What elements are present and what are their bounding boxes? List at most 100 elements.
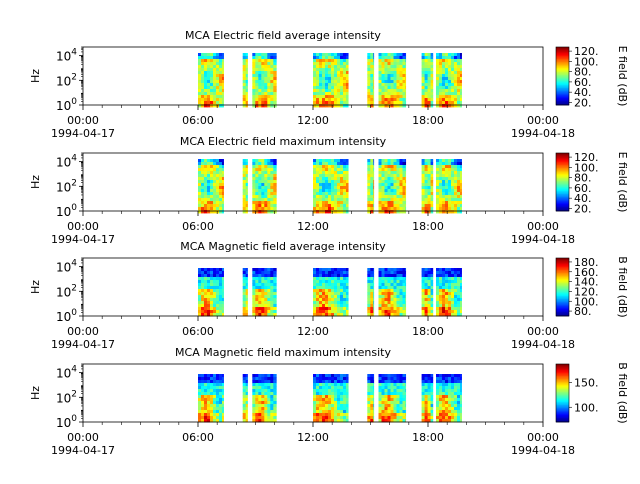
heatmap-cell — [430, 59, 434, 63]
heatmap-cell — [378, 380, 382, 384]
heatmap-cell — [325, 310, 329, 314]
heatmap-cell — [328, 98, 332, 102]
heatmap-cell — [245, 210, 248, 214]
heatmap-cell — [319, 404, 323, 408]
heatmap-cell — [261, 419, 265, 423]
heatmap-cell — [424, 298, 428, 302]
heatmap-cell — [334, 310, 338, 314]
heatmap-cell — [210, 195, 214, 199]
heatmap-cell — [270, 68, 274, 72]
heatmap-cell — [402, 271, 406, 275]
heatmap-cell — [325, 377, 329, 381]
heatmap-cell — [331, 271, 335, 275]
heatmap-cell — [270, 71, 274, 75]
heatmap-cell — [207, 98, 211, 102]
heatmap-cell — [370, 416, 374, 420]
heatmap-cell — [430, 180, 434, 184]
heatmap-cell — [219, 192, 223, 196]
heatmap-cell — [346, 189, 349, 193]
heatmap-cell — [370, 104, 374, 108]
heatmap-cell — [373, 162, 375, 166]
heatmap-cell — [460, 301, 462, 305]
heatmap-cell — [337, 177, 341, 181]
heatmap-cell — [204, 68, 208, 72]
heatmap-cell — [378, 171, 382, 175]
heatmap-cell — [393, 271, 397, 275]
heatmap-cell — [264, 207, 268, 211]
heatmap-cell — [346, 313, 349, 317]
heatmap-cell — [442, 171, 446, 175]
heatmap-cell — [378, 286, 382, 290]
heatmap-cell — [207, 104, 211, 108]
heatmap-cell — [340, 292, 344, 296]
heatmap-cell — [210, 313, 214, 317]
heatmap-cell — [445, 192, 449, 196]
heatmap-cell — [402, 395, 406, 399]
heatmap-cell — [405, 195, 407, 199]
heatmap-cell — [198, 404, 202, 408]
heatmap-cell — [390, 80, 394, 84]
heatmap-cell — [222, 410, 224, 414]
colorbar-segment — [556, 192, 569, 194]
heatmap-cell — [207, 271, 211, 275]
heatmap-cell — [331, 395, 335, 399]
heatmap-cell — [436, 162, 440, 166]
heatmap-cell — [370, 295, 374, 299]
heatmap-cell — [198, 295, 202, 299]
heatmap-cell — [319, 301, 323, 305]
heatmap-cell — [343, 77, 347, 81]
heatmap-cell — [313, 304, 317, 308]
heatmap-cell — [264, 380, 268, 384]
heatmap-cell — [445, 374, 449, 378]
heatmap-cell — [325, 98, 329, 102]
heatmap-cell — [436, 283, 440, 287]
heatmap-cell — [384, 277, 388, 281]
colorbar-segment — [556, 291, 569, 294]
heatmap-cell — [427, 277, 431, 281]
heatmap-cell — [316, 286, 320, 290]
heatmap-cell — [255, 53, 259, 57]
heatmap-cell — [222, 295, 224, 299]
heatmap-cell — [393, 80, 397, 84]
heatmap-cell — [201, 189, 205, 193]
heatmap-cell — [442, 389, 446, 393]
heatmap-cell — [204, 168, 208, 172]
heatmap-cell — [384, 398, 388, 402]
heatmap-cell — [270, 180, 274, 184]
heatmap-cell — [258, 304, 262, 308]
heatmap-cell — [451, 298, 455, 302]
heatmap-cell — [201, 313, 205, 317]
heatmap-cell — [267, 416, 271, 420]
colorbar-segment — [556, 382, 569, 385]
heatmap-cell — [242, 71, 247, 75]
heatmap-cell — [213, 377, 217, 381]
heatmap-cell — [331, 204, 335, 208]
heatmap-cell — [325, 298, 329, 302]
colorbar-segment — [556, 272, 569, 275]
heatmap-cell — [387, 210, 391, 214]
heatmap-cell — [448, 201, 452, 205]
heatmap-cell — [436, 310, 440, 314]
heatmap-cell — [270, 289, 274, 293]
heatmap-cell — [424, 395, 428, 399]
heatmap-cell — [396, 53, 400, 57]
heatmap-cell — [264, 313, 268, 317]
heatmap-cell — [258, 413, 262, 417]
heatmap-cell — [255, 159, 259, 163]
heatmap-cell — [255, 68, 259, 72]
heatmap-cell — [334, 392, 338, 396]
heatmap-cell — [252, 289, 256, 293]
heatmap-cell — [390, 419, 394, 423]
heatmap-cell — [273, 177, 277, 181]
heatmap-cell — [399, 204, 403, 208]
heatmap-cell — [325, 277, 329, 281]
heatmap-cell — [264, 416, 268, 420]
heatmap-cell — [367, 86, 371, 90]
heatmap-cell — [210, 395, 214, 399]
heatmap-cell — [343, 301, 347, 305]
heatmap-cell — [210, 301, 214, 305]
heatmap-cell — [273, 274, 277, 278]
heatmap-cell — [331, 183, 335, 187]
heatmap-cell — [245, 286, 248, 290]
heatmap-cell — [322, 210, 326, 214]
